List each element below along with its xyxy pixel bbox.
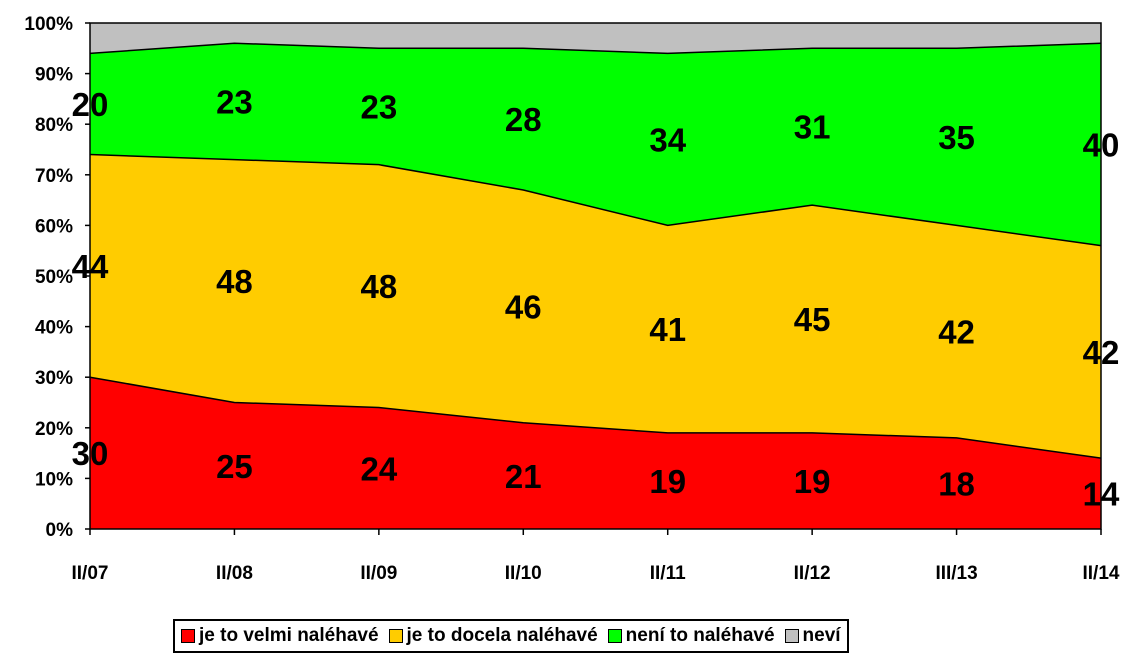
legend-swatch-docela (388, 629, 403, 643)
area-series-3 (90, 23, 1101, 54)
y-tick-label: 40% (35, 318, 73, 339)
legend-item-docela: je to docela naléhavé (388, 625, 598, 647)
legend-label-nevi: neví (802, 625, 841, 646)
legend-label-neni: není to naléhavé (625, 625, 775, 646)
data-label: 24 (360, 450, 397, 487)
legend-label-velmi: je to velmi naléhavé (199, 625, 379, 646)
data-label: 46 (505, 288, 542, 325)
area-series-1 (90, 154, 1101, 459)
x-tick-label: II/10 (505, 563, 542, 584)
data-label: 35 (938, 119, 975, 156)
y-tick-label: 0% (46, 520, 74, 541)
data-label: 40 (1083, 126, 1120, 163)
data-label: 25 (216, 448, 253, 485)
legend-item-nevi: neví (784, 625, 841, 647)
x-tick-label: II/14 (1083, 563, 1120, 584)
data-label: 21 (505, 458, 542, 495)
data-label: 44 (72, 248, 109, 285)
chart-legend: je to velmi naléhavé je to docela naléha… (173, 619, 849, 653)
data-label: 31 (794, 109, 831, 146)
data-label: 19 (794, 463, 831, 500)
data-label: 19 (649, 463, 686, 500)
series-boundary-2 (89, 42, 1102, 55)
y-tick-label: 60% (35, 216, 73, 237)
data-label: 41 (649, 311, 686, 348)
x-tick-label: II/11 (650, 563, 686, 584)
data-label: 42 (1083, 334, 1120, 371)
y-tick-label: 20% (35, 419, 73, 440)
data-label: 30 (72, 435, 109, 472)
data-label: 20 (72, 86, 109, 123)
data-label: 14 (1083, 476, 1120, 513)
y-tick-label: 30% (35, 368, 73, 389)
data-label: 18 (938, 465, 975, 502)
legend-swatch-neni (607, 629, 622, 643)
y-tick-label: 70% (35, 166, 73, 187)
y-tick-label: 50% (35, 267, 73, 288)
y-tick-label: 90% (35, 65, 73, 86)
area-series-2 (90, 43, 1101, 246)
x-tick-label: II/07 (72, 563, 109, 584)
x-tick-label: II/12 (794, 563, 831, 584)
data-label: 48 (216, 263, 253, 300)
data-label: 48 (360, 268, 397, 305)
data-label: 45 (794, 301, 831, 338)
legend-label-docela: je to docela naléhavé (406, 625, 598, 646)
data-label: 23 (360, 88, 397, 125)
y-tick-label: 100% (24, 14, 73, 35)
legend-item-velmi: je to velmi naléhavé (181, 625, 379, 647)
data-label: 34 (649, 121, 686, 158)
data-label: 28 (505, 101, 542, 138)
legend-swatch-nevi (784, 629, 799, 643)
legend-item-neni: není to naléhavé (607, 625, 775, 647)
x-tick-label: III/13 (935, 563, 977, 584)
legend-swatch-velmi (181, 629, 195, 643)
y-tick-label: 10% (35, 469, 73, 490)
area-series-0 (90, 377, 1101, 529)
data-label: 23 (216, 83, 253, 120)
series-boundary-0 (89, 376, 1102, 459)
stacked-area-chart: 0% 10% 20% 30% 40% 50% 60% 70% 80% 90% 100% II/07 II… (24, 14, 1120, 584)
y-tick-label: 80% (35, 115, 73, 136)
x-tick-label: II/09 (360, 563, 397, 584)
series-boundary-1 (89, 153, 1102, 247)
x-tick-label: II/08 (216, 563, 253, 584)
data-label: 42 (938, 314, 975, 351)
